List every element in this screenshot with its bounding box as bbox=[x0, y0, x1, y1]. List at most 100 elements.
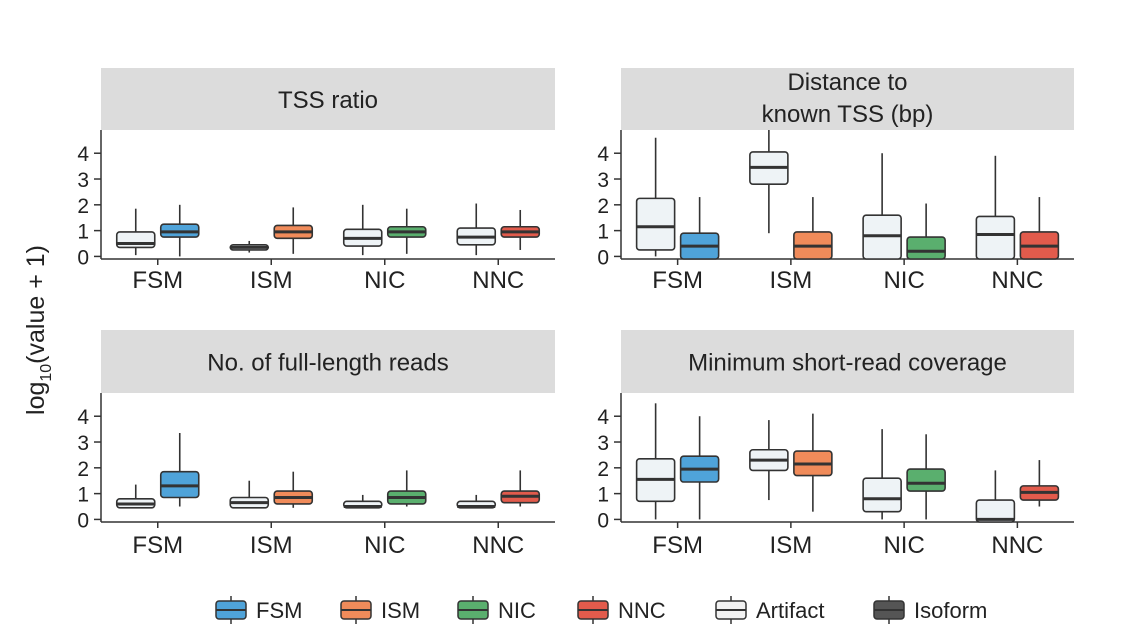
box-body bbox=[115, 231, 156, 249]
x-tick-label-ism: ISM bbox=[250, 267, 293, 294]
panel-title: Minimum short-read coverage bbox=[688, 350, 1007, 377]
y-tick-label: 1 bbox=[77, 484, 89, 507]
y-axis-label: log10(value + 1) bbox=[22, 245, 55, 415]
box-nic-artifact bbox=[862, 429, 902, 520]
x-tick-label-nnc: NNC bbox=[472, 532, 524, 559]
y-axis-label-rest: (value + 1) bbox=[22, 245, 50, 364]
legend-item-ism: ISM bbox=[340, 596, 420, 624]
box-body bbox=[906, 236, 946, 260]
y-tick-label: 3 bbox=[77, 432, 89, 455]
y-tick-label: 4 bbox=[597, 406, 609, 429]
box-nnc-artifact bbox=[975, 155, 1016, 260]
box-ism-artifact bbox=[229, 240, 270, 253]
panel-1: TSS ratio 01 2 3 4 FSM ISM NIC NNC bbox=[77, 68, 555, 294]
panel-header-strip bbox=[101, 68, 555, 130]
box-nic-artifact bbox=[862, 153, 902, 260]
y-tick-label: 3 bbox=[77, 169, 89, 192]
x-tick-label-nic: NIC bbox=[883, 532, 924, 559]
legend-label: NNC bbox=[618, 598, 666, 623]
legend-item-fsm: FSM bbox=[215, 596, 302, 624]
panel-title: TSS ratio bbox=[278, 87, 378, 114]
panel-header-strip bbox=[101, 330, 555, 393]
box-fsm-isoform bbox=[159, 204, 200, 257]
y-tick-label: 1 bbox=[77, 221, 89, 244]
box-body bbox=[862, 477, 902, 513]
y-tick-label: 1 bbox=[597, 484, 609, 507]
legend: FSM ISM NIC NNC Artifact Isoform bbox=[215, 596, 987, 624]
legend-label: Artifact bbox=[756, 598, 824, 623]
panel-title-line: Distance to bbox=[787, 69, 907, 96]
box-fsm-artifact bbox=[635, 403, 676, 520]
y-tick-label: 0 bbox=[77, 509, 89, 532]
x-tick-label-nic: NIC bbox=[883, 267, 924, 294]
box-nnc-isoform bbox=[500, 470, 541, 507]
box-nic-isoform bbox=[906, 434, 946, 520]
box-fsm-artifact bbox=[635, 137, 676, 257]
box-nnc-artifact bbox=[456, 494, 497, 509]
legend-item-artifact: Artifact bbox=[715, 596, 824, 624]
x-tick-label-fsm: FSM bbox=[652, 532, 703, 559]
box-fsm-isoform bbox=[679, 416, 720, 520]
x-tick-label-fsm: FSM bbox=[132, 267, 183, 294]
box-ism-isoform bbox=[793, 197, 833, 260]
x-tick-label-fsm: FSM bbox=[132, 532, 183, 559]
y-tick-label: 1 bbox=[597, 221, 609, 244]
box-nnc-artifact bbox=[456, 203, 497, 256]
box-body bbox=[975, 499, 1016, 523]
panel-4: Minimum short-read coverage 01 2 3 4 FSM ISM NI… bbox=[597, 330, 1074, 559]
x-tick-label-ism: ISM bbox=[770, 532, 813, 559]
panel-title-line: known TSS (bp) bbox=[762, 101, 934, 128]
legend-label: FSM bbox=[256, 598, 302, 623]
y-tick-label: 2 bbox=[597, 458, 609, 481]
y-tick-label: 4 bbox=[77, 143, 89, 166]
box-fsm-isoform bbox=[679, 197, 720, 260]
box-fsm-artifact bbox=[115, 484, 156, 509]
box-nnc-isoform bbox=[1019, 197, 1060, 260]
panel-2: Distance to known TSS (bp) 01 2 3 4 FSM ISM NIC N… bbox=[597, 68, 1074, 294]
legend-label: ISM bbox=[381, 598, 420, 623]
x-tick-label-fsm: FSM bbox=[652, 267, 703, 294]
legend-label: NIC bbox=[498, 598, 536, 623]
panel-header-strip bbox=[621, 330, 1074, 393]
box-fsm-artifact bbox=[115, 208, 156, 256]
box-ism-isoform bbox=[273, 471, 314, 508]
box-ism-artifact bbox=[749, 420, 789, 501]
legend-label: Isoform bbox=[914, 598, 987, 623]
y-tick-label: 0 bbox=[597, 246, 609, 269]
panel-header-strip bbox=[621, 68, 1074, 130]
box-fsm-isoform bbox=[159, 432, 200, 507]
box-ism-artifact bbox=[229, 480, 270, 509]
x-tick-label-nnc: NNC bbox=[991, 267, 1043, 294]
y-tick-label: 2 bbox=[77, 458, 89, 481]
box-nnc-isoform bbox=[500, 209, 541, 250]
box-ism-isoform bbox=[273, 207, 314, 254]
x-tick-label-nnc: NNC bbox=[472, 267, 524, 294]
box-ism-isoform bbox=[793, 413, 833, 512]
legend-item-nnc: NNC bbox=[577, 596, 666, 624]
y-axis-label-log: log bbox=[22, 382, 50, 415]
legend-item-nic: NIC bbox=[457, 596, 536, 624]
box-body bbox=[906, 468, 946, 492]
box-nic-isoform bbox=[386, 208, 427, 254]
x-tick-label-ism: ISM bbox=[250, 532, 293, 559]
box-nic-isoform bbox=[906, 203, 946, 260]
box-nic-artifact bbox=[342, 204, 383, 256]
x-tick-label-nnc: NNC bbox=[991, 532, 1043, 559]
panel-3: No. of full-length reads 01 2 3 4 FSM ISM NIC NN… bbox=[77, 330, 555, 559]
y-tick-label: 2 bbox=[77, 195, 89, 218]
box-nnc-isoform bbox=[1019, 460, 1060, 507]
y-tick-label: 3 bbox=[597, 432, 609, 455]
x-tick-label-nic: NIC bbox=[364, 267, 405, 294]
legend-item-isoform: Isoform bbox=[873, 596, 987, 624]
y-tick-label: 4 bbox=[597, 143, 609, 166]
box-nic-artifact bbox=[342, 494, 383, 509]
box-body bbox=[975, 215, 1016, 260]
y-tick-label: 4 bbox=[77, 406, 89, 429]
box-body bbox=[635, 197, 676, 251]
panel-title: No. of full-length reads bbox=[207, 350, 448, 377]
x-tick-label-ism: ISM bbox=[770, 267, 813, 294]
box-ism-artifact bbox=[749, 130, 789, 234]
box-nnc-artifact bbox=[975, 470, 1016, 523]
